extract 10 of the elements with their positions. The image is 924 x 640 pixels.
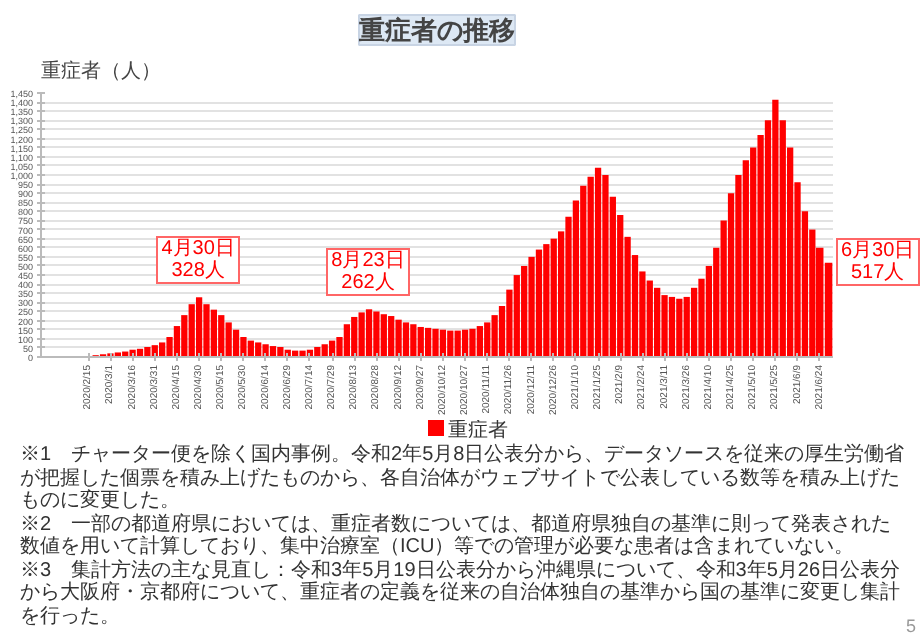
annotation: 4月30日 328人 [156,236,241,285]
y-axis-title: 重症者（人） [41,59,161,83]
legend-label: 重症者 [446,420,510,443]
annotation: 8月23日 262人 [326,248,410,297]
text: ※2 一部の都道府県においては、重症者数については、都道府県独自の基準に則って発表された数値を用いて計算しており、集中治療室（ICU）等での管理が必要な患者は含まれていない。 [20,513,894,559]
text: 5 [905,616,916,636]
annotation: 6月30日 517人 [835,237,920,286]
text: ※3 集計方法の主な見直し：令和3年5月19日公表分から沖縄県について、令和3年5月26日公表分から大阪府・京都府について、重症者の定義を従来の自治体独自の基準から国の基準に変更し集計を行った。 [20,559,903,628]
text: ※1 チャーター便を除く国内事例。令和2年5月8日公表分から、データソースを従来の厚生労働省が把握した個票を積み上げたものから、各自治体がウェブサイトで公表している数等を積み上げたものに変更した。 [20,444,907,513]
chart-title: 重症者の推移 [357,15,515,45]
